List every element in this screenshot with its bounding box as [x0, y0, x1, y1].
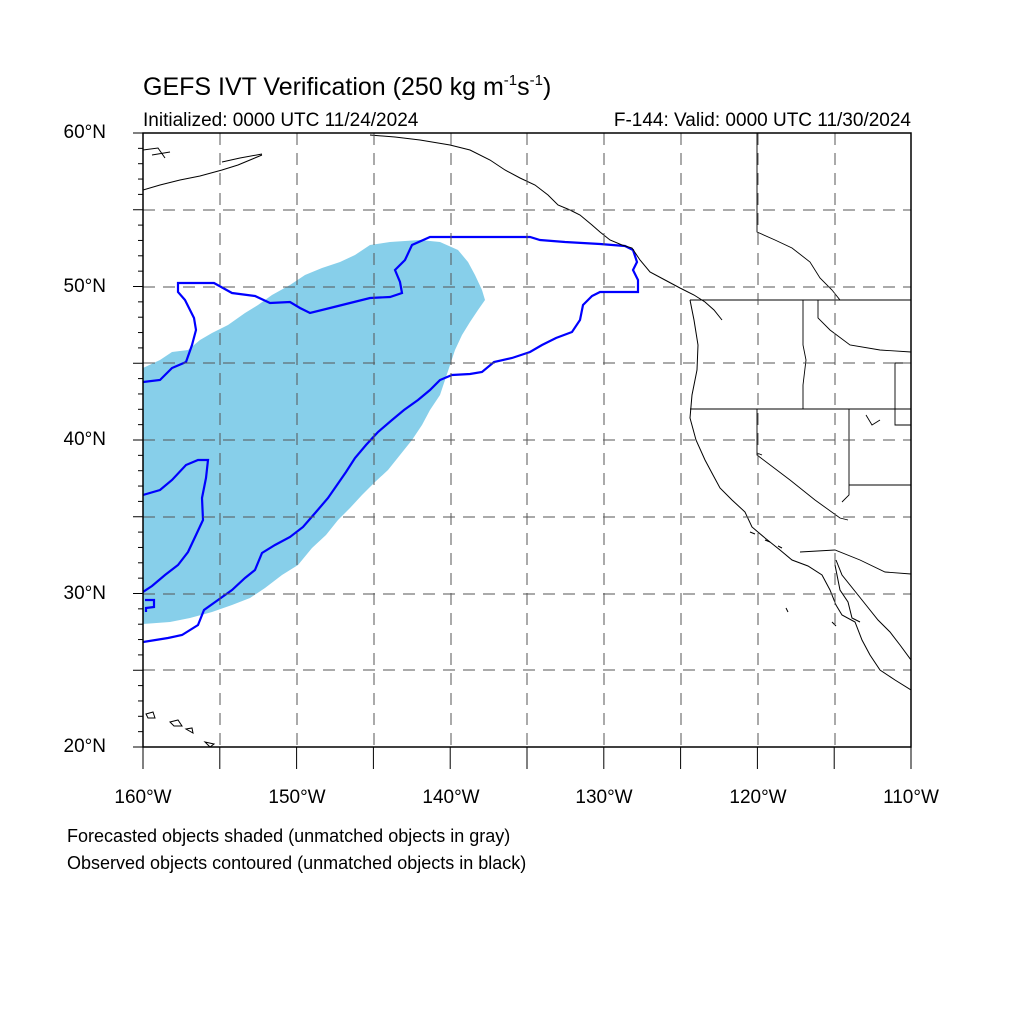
map-title: GEFS IVT Verification (250 kg m-1s-1) [143, 72, 552, 101]
coastline-islands [749, 531, 837, 627]
axis-ticks [133, 132, 912, 769]
lat-label-60: 60°N [63, 122, 106, 143]
lon-label-140w: 140°W [422, 787, 480, 808]
lon-label-150w: 150°W [268, 787, 326, 808]
political-borders [690, 133, 911, 575]
observed-object-contour-south [143, 458, 210, 593]
lat-label-20: 20°N [63, 736, 106, 757]
coastline-west-coast [689, 299, 911, 691]
forecast-object-shading [143, 240, 485, 624]
lon-label-120w: 120°W [729, 787, 787, 808]
coastline-hawaii [145, 711, 216, 747]
lat-label-40: 40°N [63, 429, 106, 450]
observed-object-contour-small [144, 598, 156, 612]
initialized-time: Initialized: 0000 UTC 11/24/2024 [143, 110, 419, 131]
map-grid [143, 133, 911, 747]
lon-label-110w: 110°W [883, 787, 939, 808]
note-observed: Observed objects contoured (unmatched ob… [67, 853, 527, 873]
lat-label-30: 30°N [63, 583, 106, 604]
note-forecast: Forecasted objects shaded (unmatched obj… [67, 826, 511, 846]
coastline-alaska [143, 134, 723, 321]
lon-label-160w: 160°W [114, 787, 172, 808]
valid-time: F-144: Valid: 0000 UTC 11/30/2024 [613, 110, 911, 131]
lon-label-130w: 130°W [575, 787, 633, 808]
coastline-baja [834, 559, 911, 661]
observed-object-contour-main [143, 235, 640, 644]
lat-label-50: 50°N [63, 276, 106, 297]
